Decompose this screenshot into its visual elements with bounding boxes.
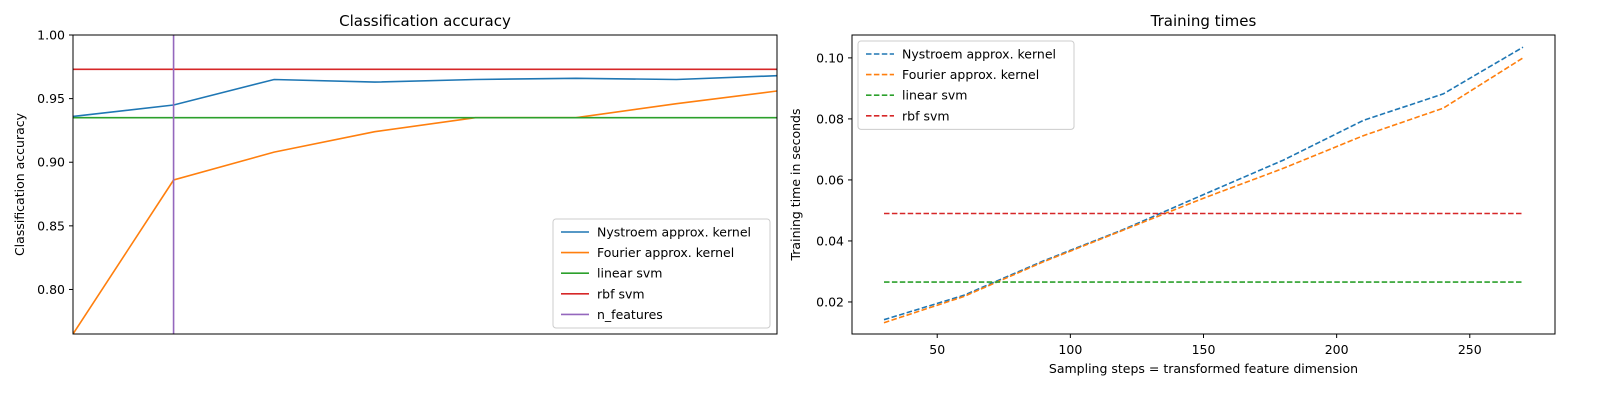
- legend-label: Nystroem approx. kernel: [597, 225, 751, 240]
- legend-label: Fourier approx. kernel: [597, 245, 734, 260]
- legend-label: linear svm: [902, 88, 967, 103]
- chart-title: Training times: [1150, 12, 1257, 30]
- training-times-chart: Training times 0.02 0.04 0.06 0.08 0.10 50 100 1…: [788, 12, 1556, 376]
- axes-frame: [72, 34, 778, 335]
- y-tick-label: 0.08: [816, 111, 844, 126]
- plot-area: [73, 35, 777, 334]
- legend-label: rbf svm: [902, 108, 950, 123]
- y-tick-label: 0.10: [816, 50, 844, 65]
- x-axis-label: Sampling steps = transformed feature dim…: [1049, 361, 1358, 376]
- legend: Nystroem approx. kernel Fourier approx. k…: [552, 218, 771, 329]
- x-tick-label: 100: [1058, 342, 1082, 357]
- y-tick-label: 0.95: [37, 91, 65, 106]
- x-tick-label: 50: [929, 342, 945, 357]
- legend-label: rbf svm: [597, 286, 645, 301]
- legend-label: n_features: [597, 307, 663, 322]
- axes-frame: [851, 34, 1556, 335]
- y-axis-label: Classification accuracy: [12, 112, 27, 256]
- x-tick-label: 200: [1325, 342, 1349, 357]
- y-tick-label: 0.02: [816, 294, 844, 309]
- legend-label: Nystroem approx. kernel: [902, 47, 1056, 62]
- y-axis-label: Training time in seconds: [788, 109, 803, 262]
- y-tick-label: 1.00: [37, 28, 65, 43]
- accuracy-chart: Classification accuracy 0.80 0.85 0.90 0.95 1…: [12, 12, 778, 335]
- plot-area: [883, 46, 1524, 324]
- legend-box: [552, 218, 771, 329]
- y-tick-label: 0.04: [816, 233, 844, 248]
- legend-label: Fourier approx. kernel: [902, 67, 1039, 82]
- legend-box: [857, 40, 1075, 130]
- y-tick-label: 0.90: [37, 155, 65, 170]
- legend: Nystroem approx. kernel Fourier approx. k…: [857, 40, 1075, 130]
- y-tick-label: 0.85: [37, 218, 65, 233]
- series-line: [883, 57, 1524, 324]
- y-tick-label: 0.06: [816, 172, 844, 187]
- y-tick-label: 0.80: [37, 282, 65, 297]
- legend-label: linear svm: [597, 266, 662, 281]
- chart-title: Classification accuracy: [339, 12, 511, 30]
- series-line: [883, 46, 1524, 321]
- series-line: [73, 74, 777, 118]
- x-tick-label: 250: [1458, 342, 1482, 357]
- x-tick-label: 150: [1192, 342, 1216, 357]
